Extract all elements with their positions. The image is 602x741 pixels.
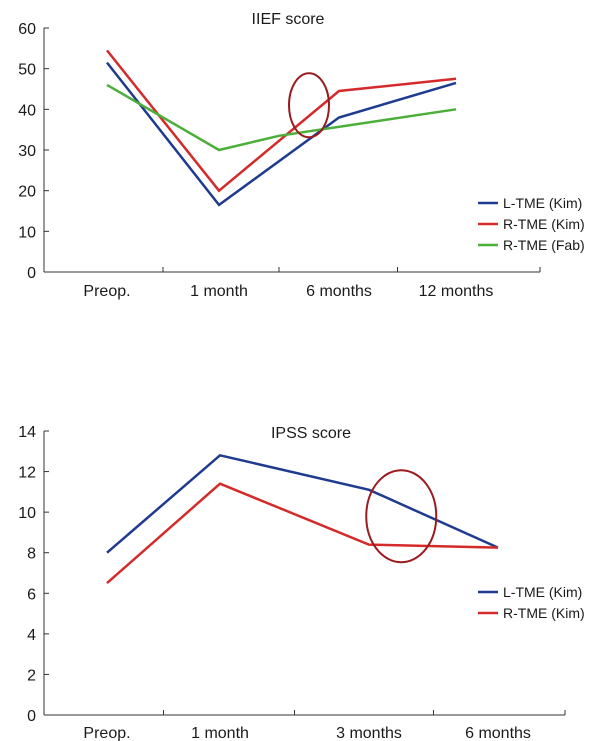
chart-title: IIEF score	[252, 11, 325, 28]
y-tick-label: 2	[27, 667, 36, 684]
x-tick-label: 6 months	[465, 725, 531, 741]
y-tick-label: 6	[27, 586, 36, 603]
series-line-1	[106, 453, 499, 554]
legend-label: R-TME (Kim)	[503, 216, 585, 232]
legend-label: L-TME (Kim)	[503, 195, 582, 211]
highlight-ellipse	[288, 72, 330, 139]
y-tick-label: 10	[18, 224, 36, 241]
x-tick-label: 1 month	[191, 725, 249, 741]
chart-panel-2: IPSS score 0 2 4 6 8 10 12 14 Preop. 1 month 3 mont…	[18, 424, 584, 741]
x-tick-label: Preop.	[83, 725, 130, 741]
y-tick-label: 40	[18, 102, 36, 119]
y-tick-label: 50	[18, 62, 36, 79]
highlight-ellipse	[365, 469, 438, 564]
y-tick-label: 20	[18, 184, 36, 201]
y-tick-label: 14	[18, 424, 36, 441]
y-tick-label: 12	[18, 465, 36, 482]
series-line-1	[106, 61, 457, 207]
legend-label: R-TME (Kim)	[503, 605, 585, 621]
x-tick-label: 3 months	[336, 725, 402, 741]
y-tick-label: 60	[18, 21, 36, 38]
chart-panel-1: IIEF score 0 10 20 30 40 50 60 Preop. 1 month 6 mo…	[18, 11, 584, 300]
x-tick-label: Preop.	[83, 283, 130, 300]
series-line-2	[106, 482, 499, 585]
series-line-2	[106, 49, 457, 193]
chart-title: IPSS score	[271, 425, 351, 442]
x-tick-label: 6 months	[306, 283, 372, 300]
series-line-3	[106, 83, 457, 152]
y-tick-label: 0	[27, 265, 36, 282]
legend-label: L-TME (Kim)	[503, 584, 582, 600]
x-tick-label: 12 months	[419, 283, 494, 300]
x-tick-label: 1 month	[190, 283, 248, 300]
legend-label: R-TME (Fab)	[503, 237, 585, 253]
y-tick-label: 30	[18, 143, 36, 160]
y-tick-label: 0	[27, 708, 36, 725]
y-tick-label: 8	[27, 546, 36, 563]
y-tick-label: 10	[18, 505, 36, 522]
y-tick-label: 4	[27, 627, 36, 644]
